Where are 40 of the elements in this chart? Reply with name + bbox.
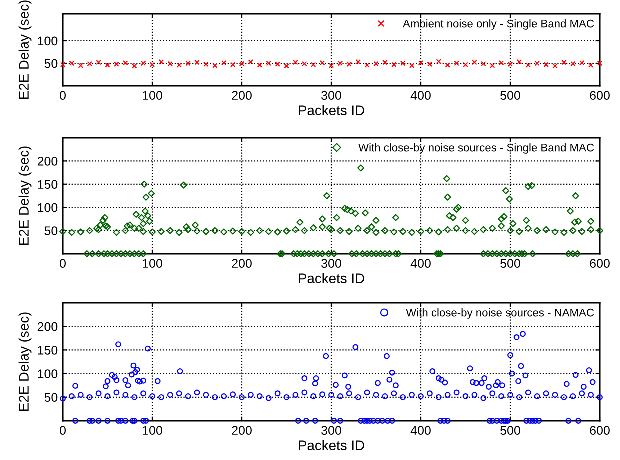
legend-label: Ambient noise only - Single Band MAC (403, 20, 594, 30)
x-tick-label: 200 (232, 426, 252, 436)
x-tick-label: 600 (590, 259, 610, 268)
y-tick-label: 150 (38, 180, 58, 190)
x-tick-label: 0 (60, 91, 66, 100)
x-tick-label: 500 (500, 259, 520, 268)
y-tick-label: 100 (38, 203, 58, 212)
y-tick-label: 150 (38, 346, 58, 355)
x-tick-label: 600 (590, 426, 610, 436)
x-tick-label: 500 (500, 426, 520, 436)
x-tick-label: 0 (60, 426, 66, 436)
y-axis-title: E2E Delay (sec) (18, 312, 32, 412)
x-tick-label: 300 (322, 259, 342, 268)
x-tick-label: 200 (232, 91, 252, 100)
x-tick-label: 100 (143, 426, 162, 436)
x-axis-title: Packets ID (299, 440, 364, 450)
legend-label: With close-by noise sources - NAMAC (406, 308, 594, 319)
x-tick-label: 600 (590, 91, 610, 100)
y-tick-label: 50 (44, 226, 58, 236)
x-tick-label: 300 (322, 91, 342, 100)
y-tick-label: 100 (38, 370, 58, 378)
x-tick-label: 200 (232, 259, 252, 268)
x-tick-label: 400 (410, 91, 431, 100)
x-tick-label: 300 (322, 426, 342, 436)
y-tick-label: 100 (38, 36, 58, 46)
x-tick-label: 100 (143, 91, 162, 100)
x-tick-label: 100 (143, 259, 162, 268)
x-tick-label: 400 (410, 259, 431, 268)
x-axis-title: Packets ID (299, 273, 364, 284)
y-axis-title: E2E Delay (sec) (18, 146, 32, 246)
x-axis-title: Packets ID (299, 105, 364, 116)
x-tick-label: 500 (500, 91, 520, 100)
y-tick-label: 50 (44, 393, 58, 402)
y-axis-title: E2E Delay (sec) (18, 0, 32, 100)
y-tick-label: 200 (38, 157, 58, 166)
x-tick-label: 400 (410, 426, 431, 436)
x-tick-label: 0 (60, 259, 66, 268)
legend-label: With close-by noise sources - Single Band MAC (358, 144, 594, 154)
y-tick-label: 200 (38, 322, 58, 332)
y-tick-label: 50 (44, 59, 58, 68)
